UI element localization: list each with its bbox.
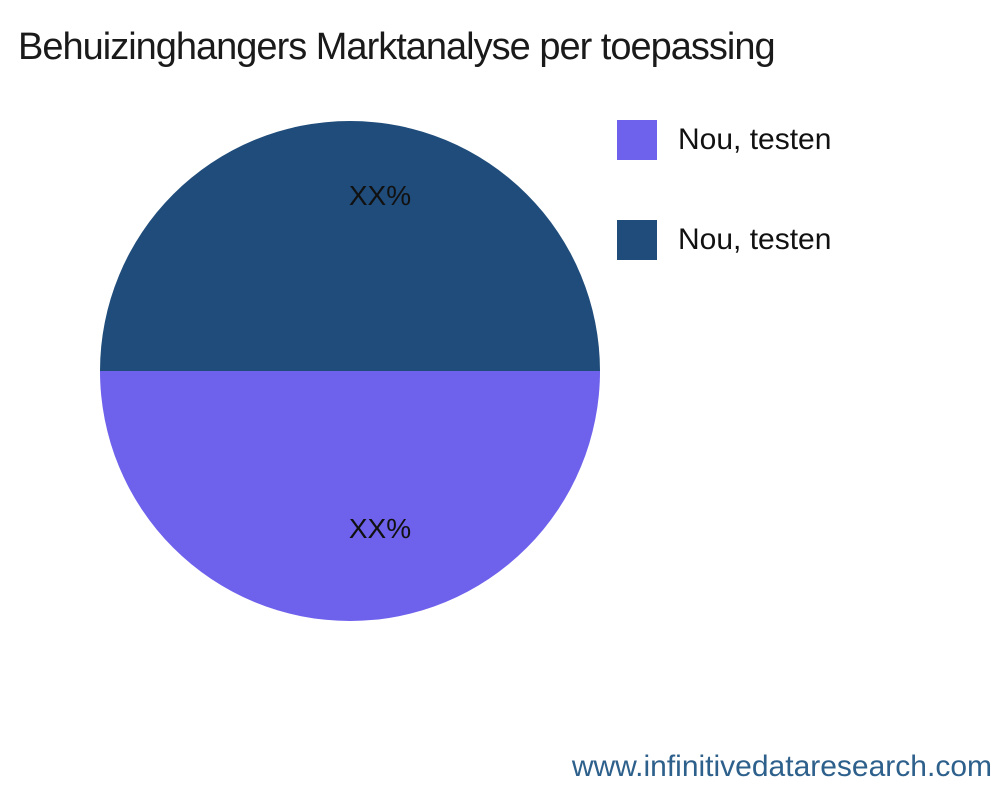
pie-slice-top-label: XX% xyxy=(349,180,411,211)
chart-title: Behuizinghangers Marktanalyse per toepas… xyxy=(18,26,776,68)
footer-website-url: www.infinitivedataresearch.com xyxy=(571,750,992,783)
legend-item: Nou, testen xyxy=(617,120,831,160)
legend-swatch-icon xyxy=(617,220,657,260)
legend-swatch-icon xyxy=(617,120,657,160)
pie-slice-bottom xyxy=(100,371,600,621)
legend-label: Nou, testen xyxy=(678,123,832,156)
legend-label: Nou, testen xyxy=(678,223,832,256)
legend-item: Nou, testen xyxy=(617,220,831,260)
pie-slice-top xyxy=(100,121,600,371)
pie-chart: XX% XX% xyxy=(100,121,600,621)
pie-slice-bottom-label: XX% xyxy=(349,513,411,544)
legend: Nou, testen Nou, testen xyxy=(617,120,831,320)
